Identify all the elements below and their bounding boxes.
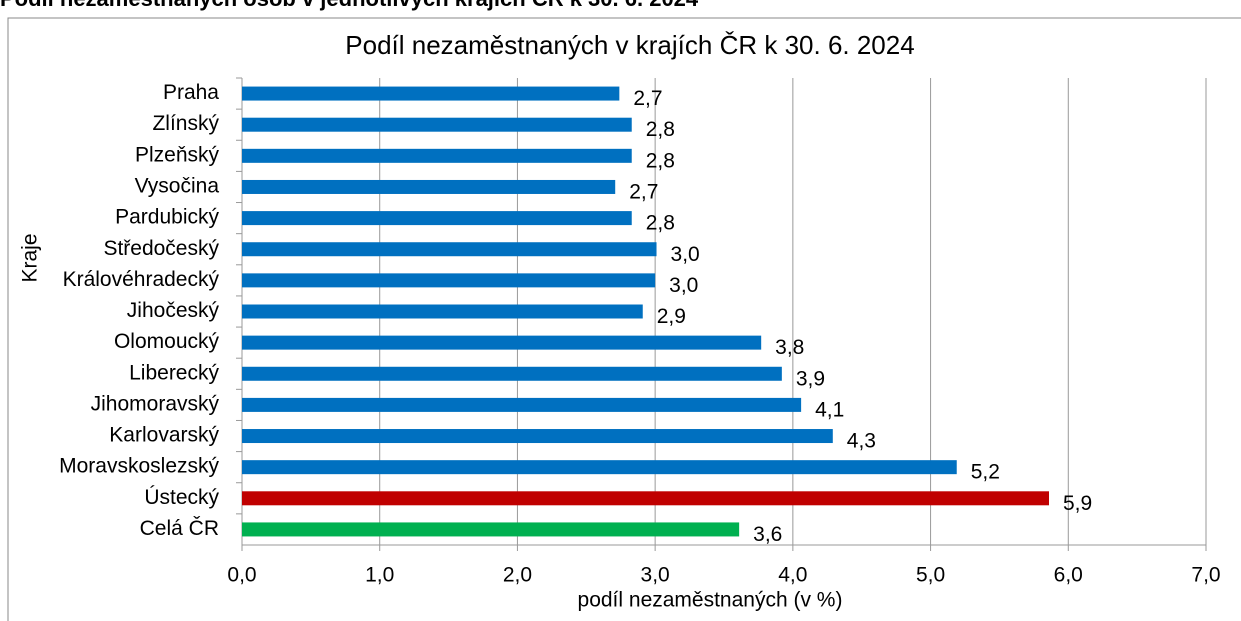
y-axis-title: Kraje	[19, 233, 42, 282]
y-tick-label: Liberecký	[129, 361, 219, 384]
value-label: 3,8	[775, 336, 804, 359]
bar	[242, 179, 616, 194]
y-tick-label: Středočeský	[103, 237, 219, 260]
x-tick-label: 1,0	[365, 564, 394, 587]
y-tick-label: Praha	[163, 81, 219, 104]
bar	[242, 242, 657, 257]
value-label: 2,8	[646, 118, 675, 141]
x-tick-label: 6,0	[1054, 564, 1083, 587]
x-tick-label: 3,0	[641, 564, 670, 587]
y-tick-label: Ústecký	[144, 486, 219, 509]
value-label: 3,9	[796, 367, 825, 390]
y-tick-label: Jihočeský	[127, 299, 220, 322]
y-tick-label: Vysočina	[135, 175, 220, 198]
bar	[242, 273, 656, 288]
y-tick-label: Pardubický	[115, 206, 219, 229]
value-label: 2,7	[629, 181, 658, 204]
y-tick-label: Plzeňský	[135, 143, 220, 166]
value-label: 2,9	[657, 305, 686, 328]
y-tick-label: Moravskoslezský	[59, 455, 219, 478]
bar	[242, 304, 643, 319]
bar	[242, 211, 632, 226]
value-label: 4,1	[815, 398, 844, 421]
bar	[242, 335, 762, 350]
y-tick-label: Královéhradecký	[63, 268, 220, 291]
y-tick-label: Jihomoravský	[91, 392, 220, 415]
y-tick-label: Celá ČR	[140, 517, 219, 540]
chart-border	[7, 17, 1241, 621]
value-label: 2,7	[633, 87, 662, 110]
bar	[242, 148, 632, 163]
value-label: 3,6	[753, 523, 782, 546]
page-heading: Podíl nezaměstnaných osob v jednotlivých…	[0, 0, 699, 11]
bar	[242, 117, 632, 132]
x-tick-label: 0,0	[227, 564, 256, 587]
chart-title: Podíl nezaměstnaných v krajích ČR k 30. …	[345, 30, 914, 60]
value-label: 2,8	[646, 212, 675, 235]
x-tick-label: 4,0	[778, 564, 807, 587]
x-tick-label: 2,0	[503, 564, 532, 587]
bar	[242, 86, 620, 101]
x-tick-label: 7,0	[1191, 564, 1220, 587]
value-label: 5,2	[971, 461, 1000, 484]
y-tick-label: Olomoucký	[114, 330, 220, 353]
bar	[242, 429, 833, 444]
x-axis-title: podíl nezaměstnaných (v %)	[578, 589, 843, 612]
value-label: 3,0	[669, 274, 698, 297]
value-label: 5,9	[1063, 492, 1092, 515]
bar	[242, 366, 782, 381]
value-label: 3,0	[671, 243, 700, 266]
bar	[242, 491, 1050, 506]
y-tick-label: Zlínský	[152, 112, 219, 135]
bar	[242, 460, 957, 475]
y-tick-label: Karlovarský	[109, 424, 219, 447]
bar	[242, 522, 740, 537]
x-tick-label: 5,0	[916, 564, 945, 587]
value-label: 4,3	[847, 430, 876, 453]
bar	[242, 397, 802, 412]
value-label: 2,8	[646, 149, 675, 172]
